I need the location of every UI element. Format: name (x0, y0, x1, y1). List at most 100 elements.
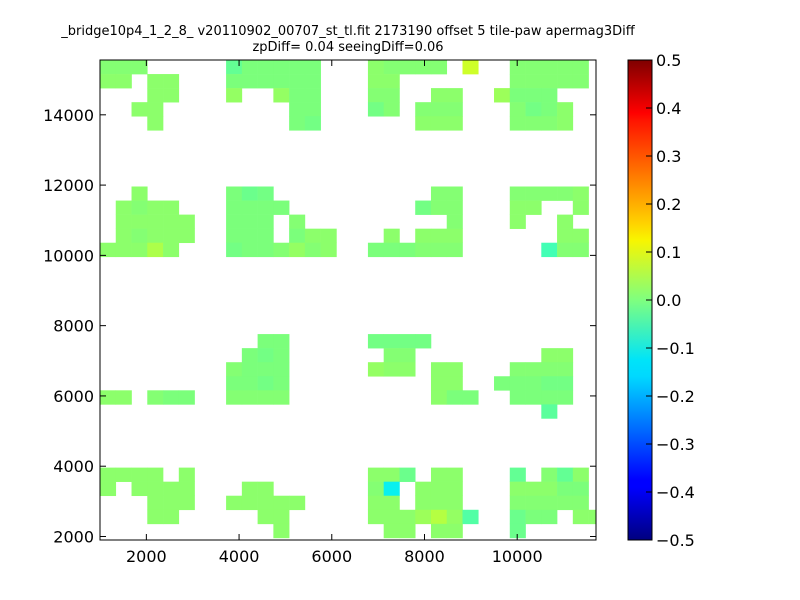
heatmap-cell (446, 362, 463, 377)
heatmap-cell (320, 228, 337, 244)
heatmap-cell (131, 60, 148, 75)
y-axis: 2000 4000 6000 8000 10000 12000 14000 (43, 106, 596, 546)
heatmap-cell (273, 390, 290, 405)
heatmap-cell (509, 495, 526, 511)
heatmap-cell (430, 200, 448, 215)
heatmap-cell (541, 467, 558, 482)
heatmap-cell (367, 242, 384, 258)
y-tick-label: 4000 (53, 457, 94, 476)
heatmap-cell (509, 60, 526, 75)
heatmap-cell (367, 74, 384, 89)
colorbar-tick-label: 0.2 (656, 195, 681, 214)
heatmap-cell (226, 242, 243, 258)
heatmap-cell (557, 390, 574, 405)
heatmap-cell (163, 242, 180, 258)
heatmap-cell (446, 390, 463, 405)
heatmap-cell (304, 242, 321, 258)
heatmap-cell (241, 495, 258, 511)
heatmap-cell (257, 228, 274, 244)
heatmap-cell (430, 390, 448, 405)
heatmap-cell (430, 376, 448, 391)
heatmap-cell (525, 509, 542, 525)
heatmap-cell (241, 362, 258, 377)
heatmap-cell (131, 242, 148, 258)
heatmap-cell (273, 362, 290, 377)
heatmap-cell (430, 116, 448, 131)
heatmap-cell (557, 102, 574, 117)
heatmap-cell (415, 509, 432, 525)
heatmap-cell (367, 88, 384, 103)
heatmap-cell (557, 116, 574, 131)
heatmap-cell (415, 242, 432, 258)
heatmap-cell (257, 186, 274, 201)
heatmap-cells (100, 60, 597, 539)
heatmap-cell (257, 334, 274, 349)
heatmap-cell (178, 390, 195, 405)
plot-frame (99, 59, 597, 541)
heatmap-cell (525, 390, 542, 405)
heatmap-cell (557, 362, 574, 377)
heatmap-cell (367, 334, 384, 349)
heatmap-cell (273, 200, 290, 215)
heatmap-cell (147, 102, 164, 117)
heatmap-cell (131, 200, 148, 215)
colorbar-tick-label: −0.2 (656, 387, 695, 406)
heatmap-cell (572, 60, 589, 75)
heatmap-cell (163, 509, 180, 525)
heatmap-cell (163, 228, 180, 244)
heatmap-cell (541, 481, 558, 497)
heatmap-cell (446, 116, 463, 131)
heatmap-cell (446, 186, 463, 201)
heatmap-cell (383, 228, 400, 244)
heatmap-cell (430, 186, 448, 201)
x-tick-label: 10000 (492, 547, 543, 566)
heatmap-cell (557, 60, 574, 75)
heatmap-cell (446, 495, 463, 511)
heatmap-cell (383, 74, 400, 89)
heatmap-cell (100, 481, 117, 497)
heatmap-cell (541, 376, 558, 391)
heatmap-cell (462, 509, 479, 525)
heatmap-cell (557, 481, 574, 497)
heatmap-cell (383, 242, 400, 258)
heatmap-cell (572, 481, 589, 497)
heatmap-cell (147, 214, 164, 229)
heatmap-cell (525, 481, 542, 497)
heatmap-cell (289, 116, 306, 131)
heatmap-cell (399, 60, 416, 75)
heatmap-cell (226, 214, 243, 229)
heatmap-cell (430, 60, 448, 75)
colorbar-tick-label: 0.1 (656, 243, 681, 262)
heatmap-cell (557, 467, 574, 482)
x-tick-label: 2000 (126, 547, 167, 566)
heatmap-cell (178, 495, 195, 511)
heatmap-cell (273, 495, 290, 511)
heatmap-cell (399, 362, 416, 377)
heatmap-cell (131, 214, 148, 229)
heatmap-cell (147, 74, 164, 89)
x-axis: 2000 4000 6000 8000 10000 (126, 60, 543, 566)
heatmap-cell (163, 74, 180, 89)
heatmap-cell (509, 523, 526, 539)
heatmap-cell (383, 348, 400, 363)
heatmap-cell (399, 523, 416, 539)
heatmap-cell (399, 334, 416, 349)
heatmap-cell (541, 74, 558, 89)
heatmap-cell (163, 214, 180, 229)
heatmap-cell (509, 200, 526, 215)
heatmap-cell (131, 228, 148, 244)
heatmap-cell (115, 74, 132, 89)
heatmap-cell (383, 102, 400, 117)
heatmap-cell (226, 495, 243, 511)
heatmap-cell (131, 186, 148, 201)
heatmap-cell (115, 60, 132, 75)
heatmap-cell (241, 481, 258, 497)
heatmap-cell (430, 481, 448, 497)
heatmap-cell (178, 228, 195, 244)
heatmap-cell (226, 362, 243, 377)
colorbar-tick-label: −0.5 (656, 531, 695, 550)
chart-subtitle: zpDiff= 0.04 seeingDiff=0.06 (252, 40, 444, 55)
heatmap-cell (273, 348, 290, 363)
heatmap-cell (257, 60, 274, 75)
heatmap-cell (446, 376, 463, 391)
